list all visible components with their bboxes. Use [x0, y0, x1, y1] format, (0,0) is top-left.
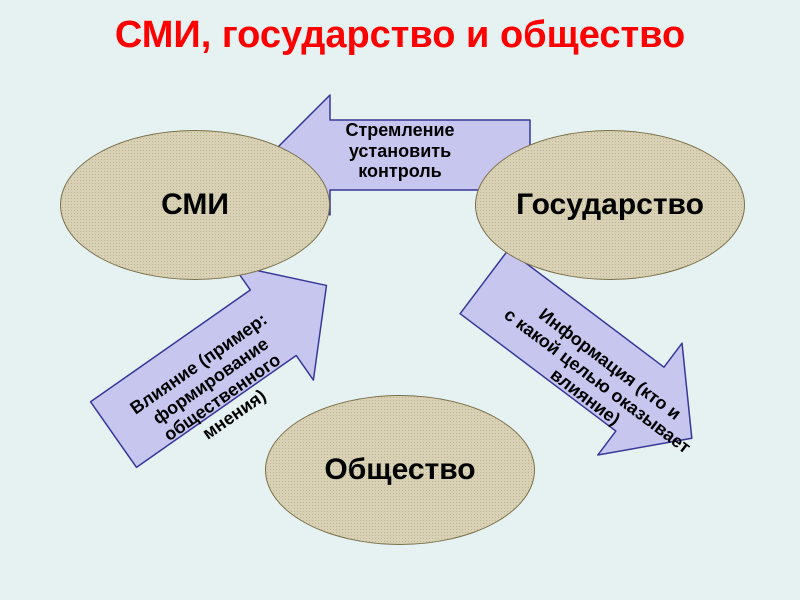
slide: СМИ, государство и общество СМИ Государс…	[0, 0, 800, 600]
node-society: Общество	[265, 395, 535, 545]
node-society-label: Общество	[318, 453, 481, 487]
node-smi-label: СМИ	[155, 188, 235, 222]
page-title: СМИ, государство и общество	[0, 14, 800, 57]
node-government-label: Государство	[510, 188, 710, 222]
node-smi: СМИ	[60, 130, 330, 280]
node-government: Государство	[475, 130, 745, 280]
